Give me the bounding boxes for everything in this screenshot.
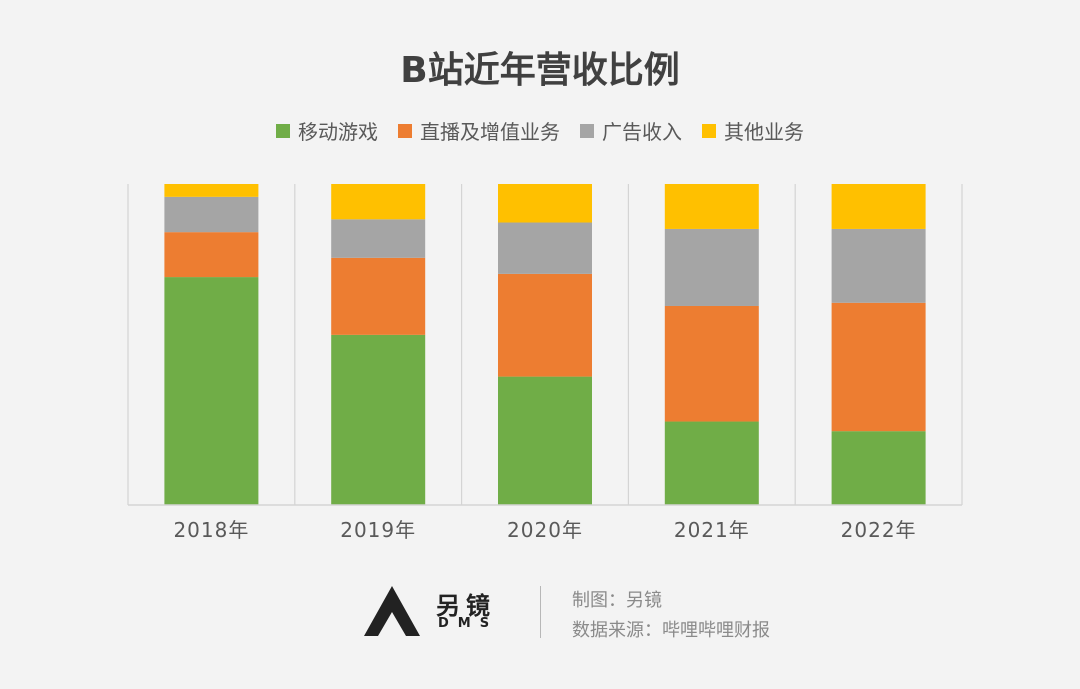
bar-1-series-1 [164,277,259,505]
x-tick-label: 2020年 [507,518,583,542]
bar-3-series-4 [498,184,592,223]
legend-label: 广告收入 [602,120,682,144]
brand-subtitle: DMS [438,616,499,631]
bars [164,184,926,505]
bar-4-series-2 [664,305,759,422]
bar-2-series-4 [331,184,426,220]
bar-1-series-2 [164,232,259,278]
bar-2-series-1 [331,334,426,505]
x-tick-label: 2022年 [841,518,917,542]
legend-label: 移动游戏 [298,120,378,144]
data-source-credit: 数据来源：哔哩哔哩财报 [572,620,770,641]
bar-4-series-4 [664,184,759,229]
legend-label: 直播及增值业务 [420,120,560,144]
x-tick-label: 2018年 [173,518,249,542]
bar-4-series-3 [664,228,759,306]
legend-swatch [398,124,412,138]
bar-1-series-3 [164,196,259,233]
revenue-share-chart: B站近年营收比例 移动游戏 直播及增值业务 广告收入 其他业务 2018年 2019年 2… [127,50,963,542]
bar-1-series-4 [164,184,259,197]
brand-logo-icon [364,586,420,636]
legend: 移动游戏 直播及增值业务 广告收入 其他业务 [276,120,804,144]
bar-5-series-3 [831,228,926,303]
legend-swatch [702,124,716,138]
bar-5-series-1 [831,431,926,505]
bar-2-series-2 [331,257,426,335]
chart-maker-credit: 制图：另镜 [572,590,662,611]
category-separators [127,184,963,505]
bar-5-series-4 [831,184,926,229]
legend-label: 其他业务 [724,120,804,144]
bar-2-series-3 [331,219,426,258]
x-tick-label: 2021年 [674,518,750,542]
legend-swatch [580,124,594,138]
brand-name: 另镜 [436,592,496,620]
legend-swatch [276,124,290,138]
bar-4-series-1 [664,421,759,505]
bar-5-series-2 [831,302,926,432]
x-tick-label: 2019年 [340,518,416,542]
x-tick-labels: 2018年 2019年 2020年 2021年 2022年 [173,518,917,542]
bar-3-series-3 [498,222,592,274]
bar-3-series-1 [498,376,592,505]
chart-title: B站近年营收比例 [400,50,679,91]
footer-divider [540,586,541,638]
footer: 另镜 DMS 制图：另镜 数据来源：哔哩哔哩财报 [362,580,822,650]
bar-3-series-2 [498,273,592,377]
